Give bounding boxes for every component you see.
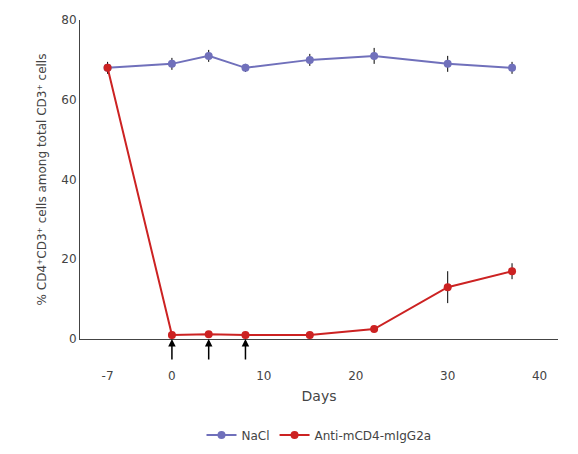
- svg-text:80: 80: [61, 13, 76, 27]
- svg-text:40: 40: [532, 369, 547, 383]
- svg-text:Days: Days: [302, 388, 337, 404]
- svg-text:-7: -7: [102, 369, 114, 383]
- svg-text:40: 40: [61, 173, 76, 187]
- svg-text:20: 20: [348, 369, 363, 383]
- svg-text:0: 0: [168, 369, 176, 383]
- svg-text:NaCl: NaCl: [242, 429, 270, 443]
- svg-text:20: 20: [61, 252, 76, 266]
- svg-text:60: 60: [61, 93, 76, 107]
- svg-text:Anti-mCD4-mIgG2a: Anti-mCD4-mIgG2a: [315, 429, 432, 443]
- svg-text:0: 0: [69, 332, 77, 346]
- svg-text:10: 10: [256, 369, 271, 383]
- svg-text:30: 30: [440, 369, 455, 383]
- svg-text:% CD4⁺CD3⁺ cells among total C: % CD4⁺CD3⁺ cells among total CD3⁺ cells: [35, 54, 49, 306]
